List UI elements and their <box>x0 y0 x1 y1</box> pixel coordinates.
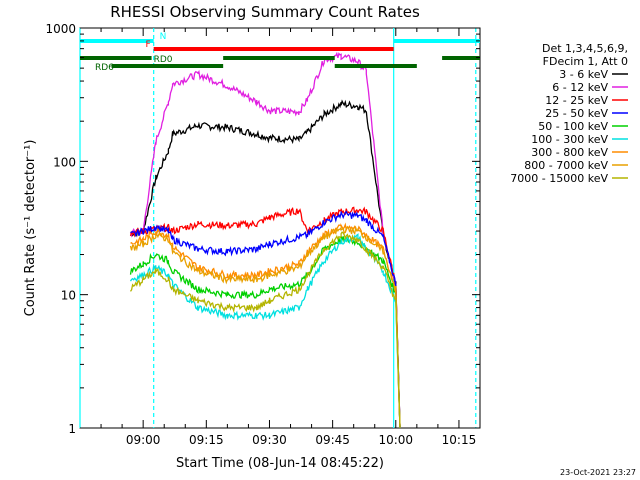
x-tick-label-1: 09:15 <box>189 433 224 447</box>
y-axis-label: Count Rate (s⁻¹ detector⁻¹) <box>23 140 38 317</box>
x-axis-label: Start Time (08-Jun-14 08:45:22) <box>176 456 384 471</box>
legend-label-2: 12 - 25 keV <box>545 94 608 107</box>
x-tick-label-0: 09:00 <box>126 433 161 447</box>
series-line-0 <box>130 99 401 429</box>
legend-header-0: Det 1,3,4,5,6,9, <box>542 42 628 55</box>
series-line-4 <box>129 236 401 428</box>
legend-label-8: 7000 - 15000 keV <box>510 172 608 185</box>
x-tick-label-2: 09:30 <box>252 433 287 447</box>
x-tick-label-4: 10:00 <box>378 433 413 447</box>
flag-label-0: N <box>160 32 167 42</box>
series-line-2 <box>129 206 401 428</box>
legend-label-1: 6 - 12 keV <box>552 81 608 94</box>
legend-label-5: 100 - 300 keV <box>531 133 608 146</box>
y-tick-label-3: 1000 <box>45 22 76 36</box>
legend-label-4: 50 - 100 keV <box>538 120 608 133</box>
legend-label-7: 800 - 7000 keV <box>524 159 608 172</box>
y-tick-label-0: 1 <box>68 422 76 436</box>
flag-label-2: RD0 <box>154 55 173 65</box>
legend: Det 1,3,4,5,6,9,FDecim 1, Att 03 - 6 keV… <box>510 42 628 185</box>
y-tick-label-1: 10 <box>61 289 76 303</box>
series-line-6 <box>130 222 401 426</box>
timestamp: 23-Oct-2021 23:27 <box>560 468 636 477</box>
legend-header-1: FDecim 1, Att 0 <box>543 55 628 68</box>
series-line-3 <box>130 210 401 429</box>
x-tick-label-3: 09:45 <box>315 433 350 447</box>
legend-label-6: 300 - 800 keV <box>531 146 608 159</box>
series-line-7 <box>129 225 401 428</box>
y-tick-label-2: 100 <box>53 155 76 169</box>
chart-title: RHESSI Observing Summary Count Rates <box>110 3 420 21</box>
plot-frame <box>79 27 481 429</box>
flag-label-1: F <box>145 40 150 50</box>
legend-label-0: 3 - 6 keV <box>559 68 608 81</box>
flag-label-3: RD6 <box>95 63 114 73</box>
legend-label-3: 25 - 50 keV <box>545 107 608 120</box>
series-line-8 <box>129 231 401 429</box>
series-line-1 <box>129 51 401 429</box>
x-tick-label-5: 10:15 <box>442 433 477 447</box>
series-line-5 <box>129 233 401 429</box>
